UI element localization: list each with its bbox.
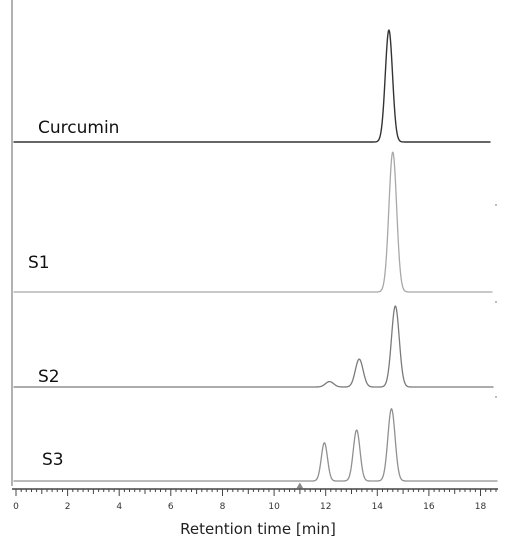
x-axis-title: Retention time [min] bbox=[180, 520, 336, 538]
axis-marker-triangle bbox=[296, 482, 304, 489]
trace-curcumin bbox=[13, 29, 491, 143]
trace-labels-group: Curcumin S1 S2 S3 bbox=[28, 118, 119, 470]
traces-group bbox=[11, 0, 498, 486]
trace-s2 bbox=[13, 305, 494, 388]
x-tick-label: 12 bbox=[320, 502, 331, 512]
trace-s1 bbox=[13, 151, 493, 293]
x-tick-label: 14 bbox=[372, 502, 384, 512]
trace-s3 bbox=[13, 408, 498, 482]
x-tick-label: 0 bbox=[13, 502, 19, 512]
x-tick-label: 16 bbox=[423, 502, 435, 512]
trace-label-curcumin: Curcumin bbox=[38, 118, 119, 138]
x-tick-label: 8 bbox=[220, 502, 226, 512]
trace-label-s3: S3 bbox=[42, 450, 64, 470]
trace-label-s2: S2 bbox=[38, 367, 60, 387]
x-tick-label: 2 bbox=[65, 502, 71, 512]
x-axis: 0 2 4 6 8 10 12 14 16 18 bbox=[12, 482, 498, 512]
x-tick-label: 10 bbox=[268, 502, 280, 512]
x-tick-label: 6 bbox=[168, 502, 174, 512]
x-tick-label: 4 bbox=[116, 502, 122, 512]
trace-label-s1: S1 bbox=[28, 253, 50, 273]
x-tick-label: 18 bbox=[475, 502, 487, 512]
